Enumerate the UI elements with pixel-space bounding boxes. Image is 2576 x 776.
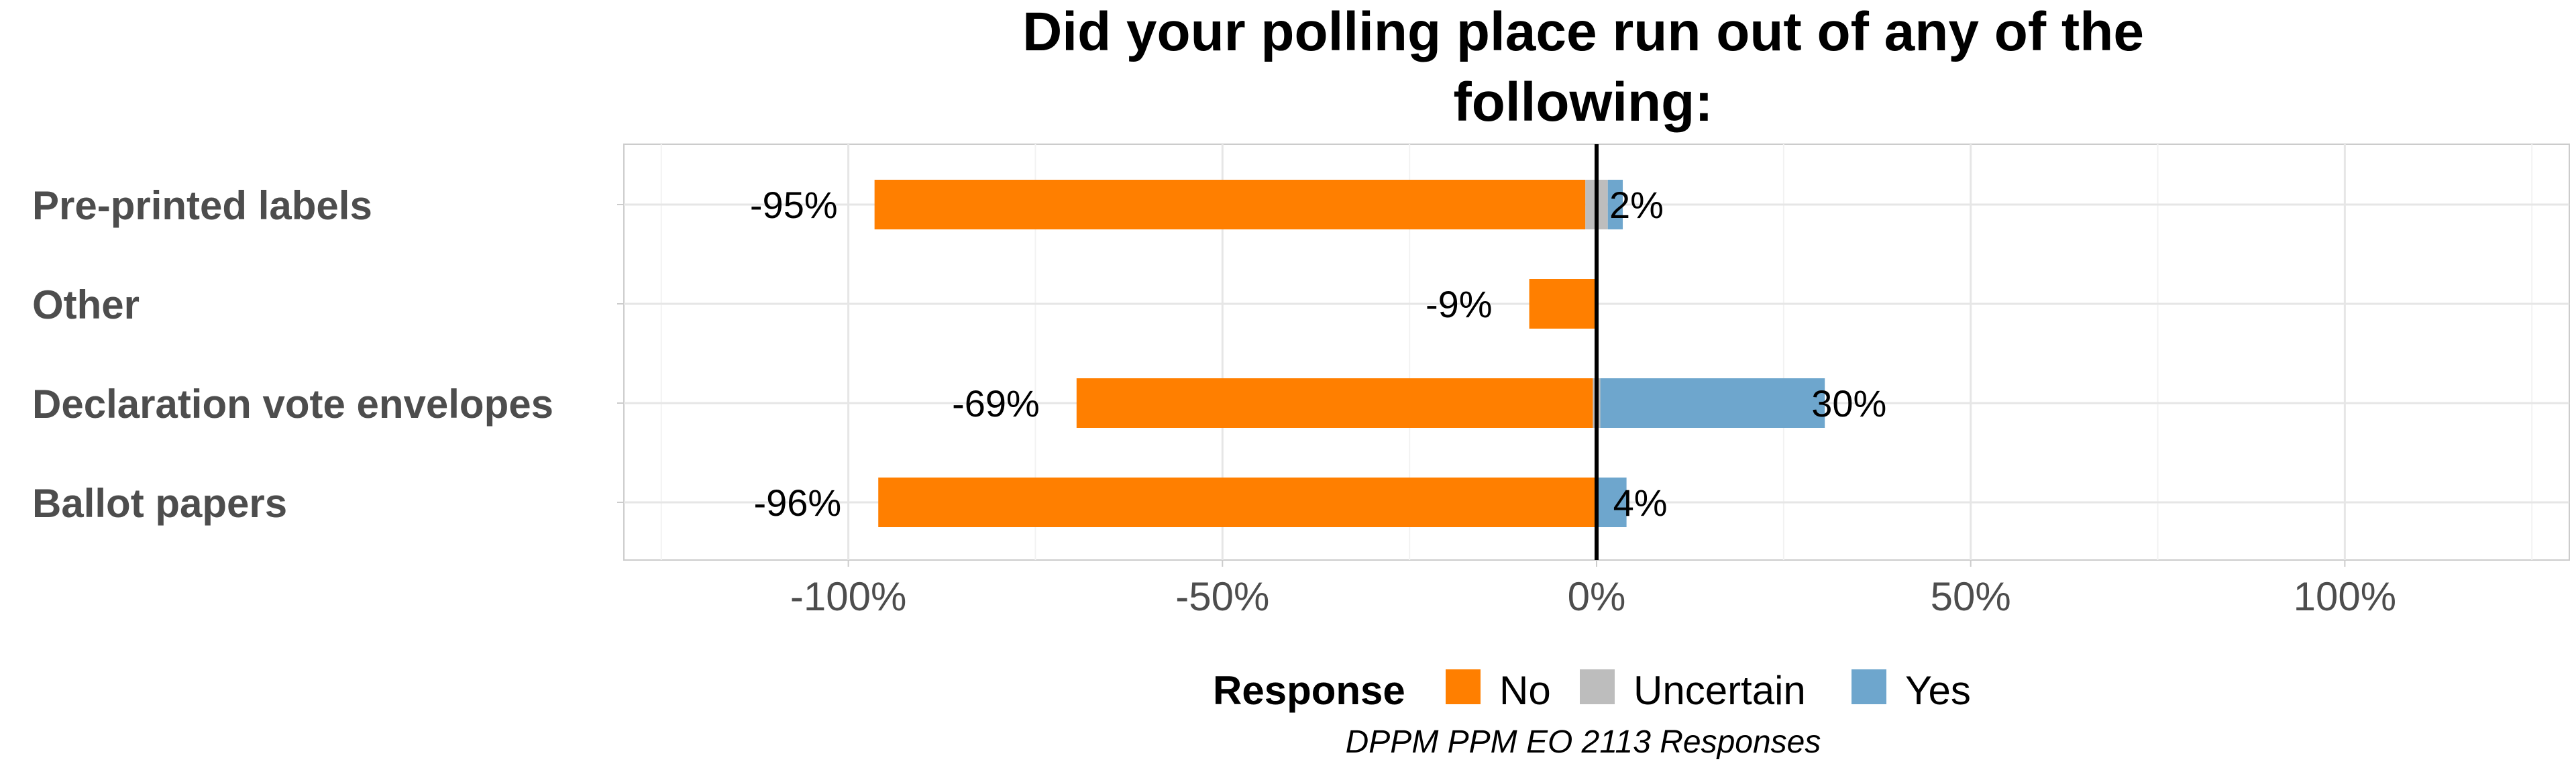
bar-no <box>874 180 1586 229</box>
data-label-no: -95% <box>750 184 838 226</box>
x-tick-label: 50% <box>1931 574 2011 619</box>
legend-swatch-uncertain <box>1580 669 1615 704</box>
x-tick-label: -100% <box>790 574 906 619</box>
bar-no <box>1529 279 1597 329</box>
legend-label-no: No <box>1499 668 1551 713</box>
chart-title-line-1: Did your polling place run out of any of… <box>1022 1 2144 62</box>
bars <box>874 180 1825 527</box>
y-category-label: Other <box>32 282 140 327</box>
y-category-label: Declaration vote envelopes <box>32 382 553 427</box>
x-tick-label: 100% <box>2294 574 2396 619</box>
data-label-yes: 30% <box>1811 382 1886 425</box>
x-axis-ticks: -100% -50% 0% 50% 100% <box>790 560 2396 619</box>
data-label-yes: 2% <box>1609 184 1664 226</box>
chart-title-line-2: following: <box>1453 72 1713 133</box>
legend-swatch-no <box>1446 669 1481 704</box>
data-label-no: -69% <box>952 382 1040 425</box>
bar-no <box>1076 378 1593 428</box>
data-label-yes: 4% <box>1613 482 1668 524</box>
x-tick-label: -50% <box>1175 574 1269 619</box>
x-tick-label: 0% <box>1568 574 1626 619</box>
legend-title: Response <box>1213 668 1405 713</box>
bar-no <box>878 478 1597 527</box>
data-label-no: -9% <box>1426 283 1493 325</box>
bar-yes <box>1607 180 1623 229</box>
y-category-label: Ballot papers <box>32 481 287 526</box>
data-labels: -95% 2% -9% -69% 30% -96% 4% <box>750 184 1886 524</box>
bar-yes <box>1600 378 1825 428</box>
legend-label-yes: Yes <box>1905 668 1971 713</box>
legend-label-uncertain: Uncertain <box>1633 668 1806 713</box>
legend-swatch-yes <box>1851 669 1886 704</box>
data-label-no: -96% <box>753 482 841 524</box>
legend: Response No Uncertain Yes <box>1213 668 1971 713</box>
chart-caption: DPPM PPM EO 2113 Responses <box>1346 724 1821 760</box>
bar-yes <box>1597 478 1627 527</box>
y-axis-categories: Pre-printed labels Other Declaration vote … <box>32 183 624 526</box>
y-category-label: Pre-printed labels <box>32 183 372 228</box>
